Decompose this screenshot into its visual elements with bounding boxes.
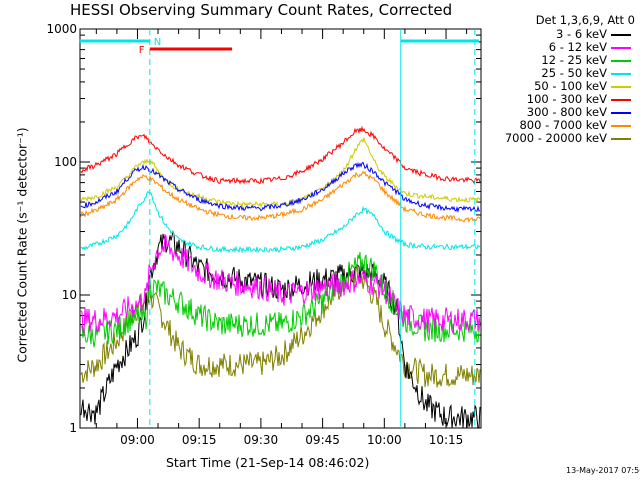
x-tick-label: 09:15 [182, 433, 217, 447]
series-line-1 [80, 230, 481, 429]
legend-item: 3 - 6 keV [485, 28, 635, 41]
series-line-7 [80, 161, 481, 213]
legend-swatch [611, 138, 631, 140]
legend-swatch [611, 112, 631, 114]
series-lines [80, 125, 481, 429]
x-tick-label: 09:00 [120, 433, 155, 447]
y-tick-label: 1000 [46, 22, 77, 36]
legend-item: 6 - 12 keV [485, 41, 635, 54]
x-tick-label: 09:45 [305, 433, 340, 447]
series-line-6 [80, 125, 481, 185]
plot-frame [79, 28, 482, 429]
legend-item: 800 - 7000 keV [485, 119, 635, 132]
night-label: N [154, 37, 161, 48]
legend-item: 50 - 100 keV [485, 80, 635, 93]
legend-label: 100 - 300 keV [526, 92, 607, 106]
x-tick-label: 10:00 [367, 433, 402, 447]
legend-swatch [611, 73, 631, 75]
legend-label: 25 - 50 keV [541, 66, 607, 80]
legend-swatch [611, 47, 631, 49]
chart-title: HESSI Observing Summary Count Rates, Cor… [70, 1, 453, 19]
legend-label: 3 - 6 keV [556, 27, 607, 41]
legend-rows: 3 - 6 keV 6 - 12 keV 12 - 25 keV 25 - 50 ke… [485, 28, 635, 145]
legend-swatch [611, 99, 631, 101]
series-line-3 [80, 251, 481, 348]
legend-item: 300 - 800 keV [485, 106, 635, 119]
series-line-2 [80, 233, 481, 335]
x-tick-label: 10:15 [429, 433, 464, 447]
annotations: NF [79, 29, 479, 428]
series-line-5 [80, 137, 481, 209]
x-tick-label: 09:30 [244, 433, 279, 447]
series-line-4 [80, 190, 481, 254]
y-axis-label-container: Corrected Count Rate (s⁻¹ detector⁻¹) [6, 100, 38, 390]
legend-label: 6 - 12 keV [548, 40, 607, 54]
y-tick-label: 100 [54, 155, 77, 169]
legend-header: Det 1,3,6,9, Att 0 [535, 13, 635, 27]
y-tick-label: 1 [69, 421, 77, 435]
legend-item: 7000 - 20000 keV [485, 132, 635, 145]
legend-item: 100 - 300 keV [485, 93, 635, 106]
legend-swatch [611, 125, 631, 127]
legend-item: 25 - 50 keV [485, 67, 635, 80]
axes: 1 10 100 1000 09:00 09:15 09:30 09:45 10:00 10:15 [46, 22, 481, 447]
legend-label: 7000 - 20000 keV [504, 131, 607, 145]
legend: Det 1,3,6,9, Att 0 3 - 6 keV 6 - 12 keV 12… [485, 14, 635, 145]
y-tick-label: 10 [62, 288, 77, 302]
flare-label: F [139, 45, 145, 56]
legend-label: 800 - 7000 keV [519, 118, 607, 132]
legend-swatch [611, 86, 631, 88]
legend-label: 300 - 800 keV [526, 105, 607, 119]
legend-swatch [611, 60, 631, 62]
plot-border [79, 28, 482, 429]
timestamp: 13-May-2017 07:56 [566, 466, 640, 475]
x-axis-label: Start Time (21-Sep-14 08:46:02) [166, 455, 370, 470]
y-axis-label: Corrected Count Rate (s⁻¹ detector⁻¹) [14, 127, 30, 363]
legend-swatch [611, 34, 631, 36]
legend-item: 12 - 25 keV [485, 54, 635, 67]
legend-label: 12 - 25 keV [541, 53, 607, 67]
series-line-8 [80, 170, 481, 224]
legend-label: 50 - 100 keV [534, 79, 607, 93]
